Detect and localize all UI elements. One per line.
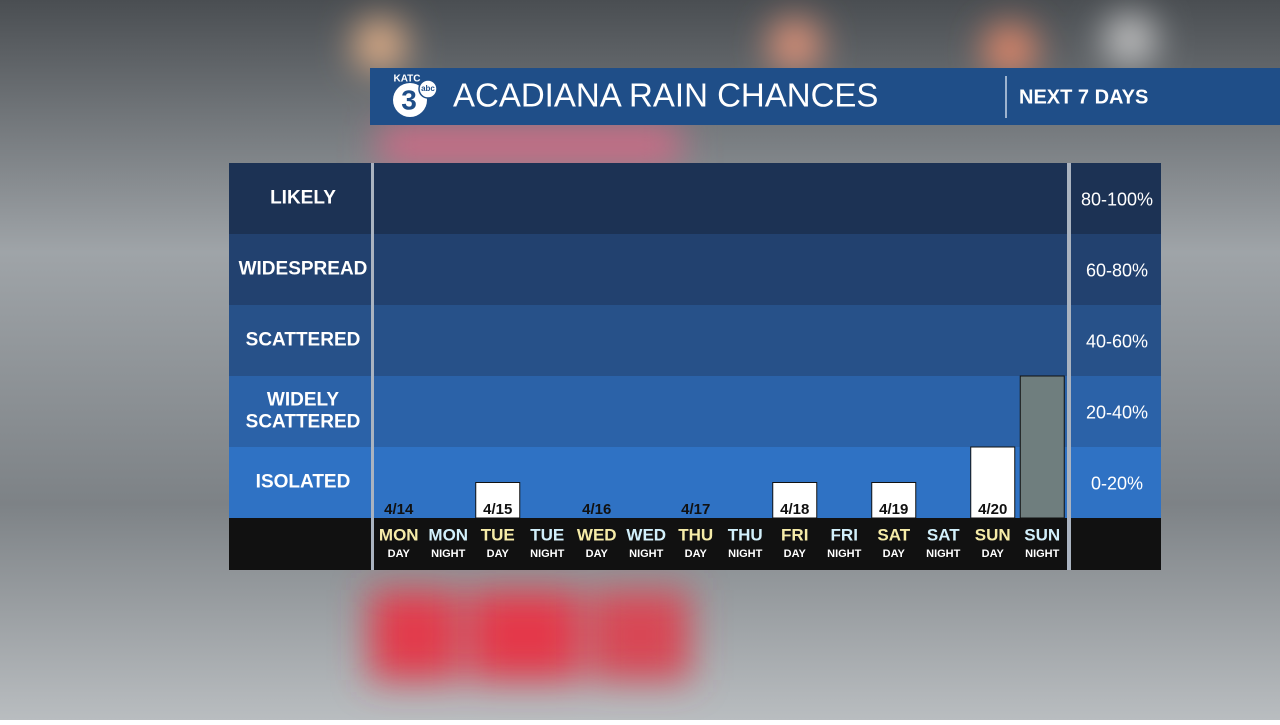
band-label-box (229, 163, 371, 234)
part-label: NIGHT (926, 548, 961, 560)
date-label: 4/20 (978, 501, 1007, 518)
band-range: 80-100% (1081, 189, 1153, 209)
header-bar (370, 68, 1280, 125)
date-label: 4/14 (384, 501, 414, 518)
title: ACADIANA RAIN CHANCES (453, 77, 878, 114)
panel-divider (1067, 163, 1071, 570)
day-label: THU (678, 525, 713, 544)
band-range-box (1071, 376, 1161, 447)
part-label: DAY (982, 548, 1005, 560)
day-label: THU (728, 525, 763, 544)
band-label-box (229, 234, 371, 305)
bar (772, 482, 818, 519)
band (374, 163, 1067, 234)
band-range-box (1071, 163, 1161, 234)
day-label: SAT (877, 525, 910, 544)
band-range-box (1071, 447, 1161, 518)
bar (970, 446, 1016, 519)
part-label: NIGHT (629, 548, 664, 560)
logo-call: KATC (393, 74, 420, 85)
day-label: SAT (927, 525, 960, 544)
background-lights (354, 14, 1156, 680)
day-label: MON (379, 525, 419, 544)
day-label: MON (428, 525, 468, 544)
logo-badge (393, 83, 427, 117)
logo-network: abc (421, 84, 435, 93)
bar (871, 482, 917, 519)
band-range-box (1071, 305, 1161, 376)
panel-divider (371, 163, 374, 570)
band (374, 234, 1067, 305)
day-label: TUE (481, 525, 515, 544)
date-label: 4/19 (879, 501, 908, 518)
part-label: NIGHT (827, 548, 862, 560)
part-label: NIGHT (728, 548, 763, 560)
category-strip (229, 518, 1161, 570)
band (374, 376, 1067, 447)
day-label: SUN (1024, 525, 1060, 544)
day-label: FRI (831, 525, 858, 544)
part-label: DAY (685, 548, 708, 560)
part-label: NIGHT (1025, 548, 1060, 560)
logo-number: 3 (401, 84, 417, 115)
band-label-line: WIDELY (267, 390, 339, 411)
day-label: WED (626, 525, 666, 544)
band-label-box (229, 376, 371, 447)
day-label: TUE (530, 525, 564, 544)
band-label: LIKELY (270, 188, 336, 209)
band-label-line: SCATTERED (246, 412, 361, 433)
day-label: WED (577, 525, 617, 544)
band-range: 40-60% (1086, 331, 1148, 351)
part-label: NIGHT (530, 548, 565, 560)
part-label: DAY (586, 548, 609, 560)
band-label: WIDELY SCATTERED (246, 390, 361, 433)
band (374, 305, 1067, 376)
bar (475, 482, 521, 519)
date-label: 4/16 (582, 501, 611, 518)
band-label: ISOLATED (256, 472, 351, 493)
part-label: DAY (487, 548, 510, 560)
band-label: WIDESPREAD (239, 259, 368, 280)
logo-network-badge (418, 79, 438, 99)
band-label-box (229, 305, 371, 376)
part-label: DAY (883, 548, 906, 560)
part-label: NIGHT (431, 548, 466, 560)
band-range-box (1071, 234, 1161, 305)
part-label: DAY (388, 548, 411, 560)
band-range: 60-80% (1086, 260, 1148, 280)
date-label: 4/15 (483, 501, 512, 518)
band-label: SCATTERED (246, 330, 361, 351)
day-label: SUN (975, 525, 1011, 544)
part-label: DAY (784, 548, 807, 560)
band-range: 0-20% (1091, 473, 1143, 493)
day-label: FRI (781, 525, 808, 544)
band-range: 20-40% (1086, 402, 1148, 422)
band-label-box (229, 447, 371, 518)
date-label: 4/17 (681, 501, 710, 518)
bar (1019, 375, 1065, 519)
subtitle: NEXT 7 DAYS (1019, 86, 1148, 108)
date-label: 4/18 (780, 501, 809, 518)
